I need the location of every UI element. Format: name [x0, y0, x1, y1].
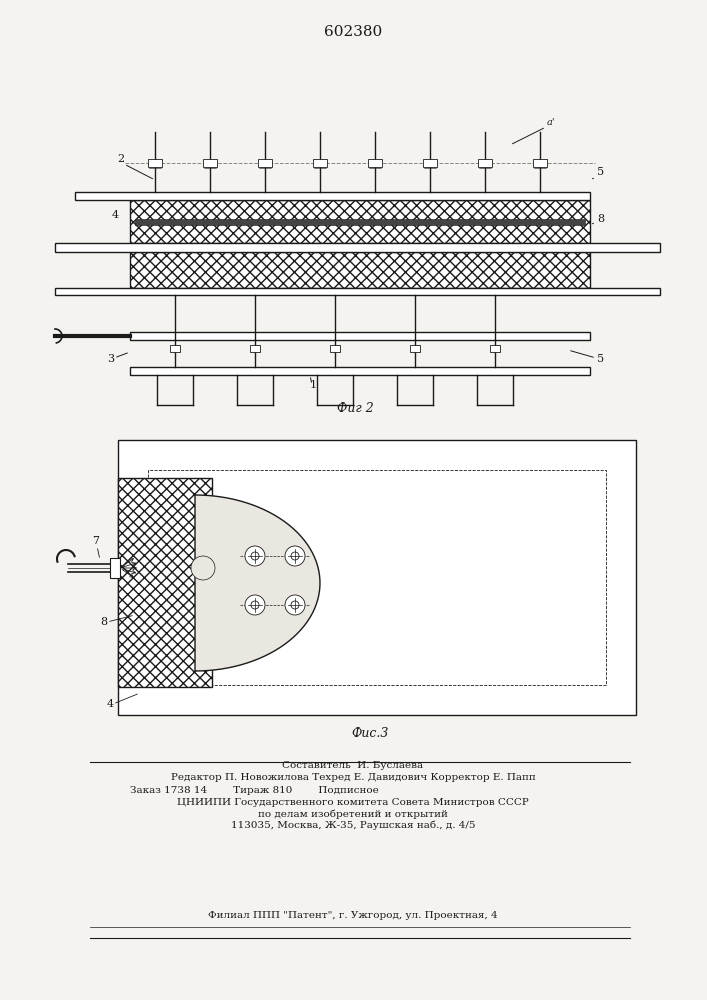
Circle shape — [245, 595, 265, 615]
Bar — [258, 159, 272, 167]
Bar — [75, 192, 590, 200]
Bar — [130, 367, 590, 375]
Bar — [250, 345, 260, 352]
Text: 8: 8 — [100, 617, 107, 627]
Bar — [118, 440, 636, 715]
Circle shape — [285, 546, 305, 566]
Circle shape — [285, 595, 305, 615]
Text: Фиг 2: Фиг 2 — [337, 402, 373, 415]
Bar — [118, 478, 212, 687]
Bar — [130, 200, 590, 243]
Bar — [313, 159, 327, 167]
Text: 113035, Москва, Ж-35, Раушская наб., д. 4/5: 113035, Москва, Ж-35, Раушская наб., д. … — [230, 820, 475, 830]
Bar — [330, 345, 340, 352]
Text: 5: 5 — [597, 167, 604, 177]
Text: 4: 4 — [107, 699, 114, 709]
Bar — [55, 288, 660, 295]
Bar — [203, 159, 217, 167]
Bar — [148, 470, 606, 685]
Text: Филиал ППП "Патент", г. Ужгород, ул. Проектная, 4: Филиал ППП "Патент", г. Ужгород, ул. Про… — [208, 911, 498, 920]
Circle shape — [191, 556, 215, 580]
Bar — [368, 159, 382, 167]
Text: 8: 8 — [597, 214, 604, 224]
Bar — [130, 332, 590, 340]
Bar — [148, 159, 162, 167]
Bar — [410, 345, 420, 352]
Bar — [170, 345, 180, 352]
Text: по делам изобретений и открытий: по делам изобретений и открытий — [258, 810, 448, 819]
Text: Фис.3: Фис.3 — [351, 727, 389, 740]
Polygon shape — [195, 495, 320, 671]
Text: 3: 3 — [107, 354, 114, 364]
Circle shape — [245, 546, 265, 566]
Bar — [478, 159, 492, 167]
Text: Редактор П. Новожилова Техред Е. Давидович Корректор Е. Папп: Редактор П. Новожилова Техред Е. Давидов… — [170, 773, 535, 782]
Text: 5: 5 — [597, 354, 604, 364]
Text: ЦНИИПИ Государственного комитета Совета Министров СССР: ЦНИИПИ Государственного комитета Совета … — [177, 798, 529, 807]
Bar — [423, 159, 437, 167]
Text: с: с — [220, 575, 226, 584]
Text: 4: 4 — [112, 210, 119, 220]
Text: Заказ 1738 14        Тираж 810        Подписное: Заказ 1738 14 Тираж 810 Подписное — [130, 786, 379, 795]
Text: 1: 1 — [310, 380, 317, 390]
Text: 602380: 602380 — [324, 25, 382, 39]
Text: 2: 2 — [117, 154, 124, 164]
Bar — [55, 243, 660, 252]
Bar — [490, 345, 500, 352]
Bar — [110, 558, 120, 578]
Text: 7: 7 — [92, 536, 99, 546]
Text: а': а' — [547, 118, 556, 127]
Bar — [533, 159, 547, 167]
Bar — [135, 219, 585, 225]
Text: Составитель  И. Буслаева: Составитель И. Буслаева — [282, 761, 423, 770]
Bar — [130, 252, 590, 288]
